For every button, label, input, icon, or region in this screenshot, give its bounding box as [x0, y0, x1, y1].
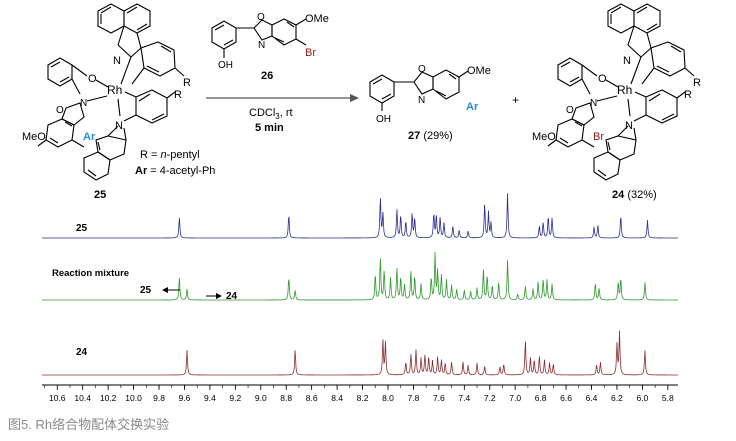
- marker-24: 24: [206, 291, 238, 302]
- c24-methoxy: MeO: [532, 131, 556, 143]
- complex-24-structure: N R O Rh N O MeO Br R N: [532, 3, 701, 181]
- axis-tick-label: 6.0: [636, 393, 648, 403]
- c24-n-top: N: [623, 55, 631, 67]
- axis-tick-label: 6.6: [560, 393, 572, 403]
- reagent-26-structure: O N OMe OH Br: [211, 12, 329, 71]
- marker-25-label: 25: [140, 285, 152, 296]
- axis-tick-label: 9.6: [179, 393, 191, 403]
- n-atom-top: N: [113, 55, 121, 67]
- r-definition: R = n-pentyl: [140, 149, 200, 161]
- reagent-br: Br: [305, 47, 316, 59]
- compound-label-25: 25: [94, 189, 106, 201]
- n-atom-benzoxazole: N: [80, 98, 87, 109]
- axis-tick-label: 9.8: [153, 393, 165, 403]
- aryl-label: Ar: [83, 131, 96, 143]
- trace-label-mixture: Reaction mixture: [52, 268, 129, 279]
- product-n: N: [418, 95, 425, 106]
- spectrum-trace-0: [42, 193, 678, 239]
- axis-tick-label: 8.8: [280, 393, 292, 403]
- axis-tick-label: 7.0: [509, 393, 521, 403]
- figure-caption: 图5. Rh络合物配体交换实验: [8, 417, 170, 432]
- c24-n-bottom: N: [625, 120, 633, 132]
- c24-n-benzoxazole: N: [590, 98, 597, 109]
- spectrum-trace-2: [42, 330, 678, 376]
- methoxy-label: MeO: [22, 131, 46, 143]
- spectrum-trace-1: [42, 252, 678, 301]
- c24-rh: Rh: [617, 83, 632, 97]
- axis-tick-label: 8.6: [306, 393, 318, 403]
- axis-tick-label: 7.8: [408, 393, 420, 403]
- c24-r-top: R: [693, 77, 701, 89]
- product-ome: OMe: [467, 65, 491, 77]
- axis-tick-label: 10.2: [100, 393, 117, 403]
- marker-24-label: 24: [226, 291, 238, 302]
- trace-label-25: 25: [76, 223, 88, 234]
- reagent-o: O: [257, 12, 265, 23]
- product-ar: Ar: [466, 101, 479, 113]
- compound-label-24: 24 (32%): [612, 189, 657, 201]
- marker-25: 25: [140, 285, 180, 296]
- axis-tick-label: 9.4: [204, 393, 216, 403]
- o-atom-benzoxazole: O: [56, 105, 64, 116]
- product-o: O: [418, 64, 426, 75]
- plus-sign: +: [512, 93, 519, 107]
- product-27-structure: O N OMe OH Ar: [369, 64, 491, 125]
- trace-label-24: 24: [76, 347, 88, 358]
- axis-tick-label: 7.2: [484, 393, 496, 403]
- axis-tick-label: 6.8: [535, 393, 547, 403]
- axis-tick-label: 5.8: [662, 393, 674, 403]
- axis-tick-label: 6.4: [586, 393, 598, 403]
- conditions-time: 5 min: [255, 122, 284, 134]
- conditions-solvent: CDCl3, rt: [249, 107, 293, 121]
- reagent-ome: OMe: [305, 13, 329, 25]
- c24-o-phenoxy: O: [598, 73, 607, 85]
- axis-tick-label: 8.0: [382, 393, 394, 403]
- axis-tick-label: 10.4: [74, 393, 91, 403]
- axis-tick-label: 7.4: [458, 393, 470, 403]
- compound-label-27: 27 (29%): [408, 130, 453, 142]
- nmr-spectra: [42, 193, 678, 376]
- c24-r-bottom: R: [684, 89, 692, 101]
- c24-bromo: Br: [593, 131, 604, 143]
- r-group-bottom: R: [174, 89, 182, 101]
- r-group-top: R: [183, 77, 191, 89]
- ar-definition: Ar = 4-acetyl-Ph: [135, 165, 215, 177]
- axis-tick-label: 9.0: [255, 393, 267, 403]
- reaction-arrow-head: [350, 94, 359, 102]
- axis-tick-label: 7.6: [433, 393, 445, 403]
- rh-atom: Rh: [107, 83, 122, 97]
- axis-tick-label: 8.2: [357, 393, 369, 403]
- reagent-n: N: [258, 40, 265, 51]
- ppm-axis: 10.6 10.4 10.2 10.0 9.8 9.6 9.4 9.2 9.0 8.8 8.6 8.4…: [42, 384, 678, 403]
- axis-tick-label: 10.6: [49, 393, 66, 403]
- axis-tick-label: 8.4: [331, 393, 343, 403]
- o-atom-phenoxy: O: [88, 73, 97, 85]
- axis-tick-label: 9.2: [229, 393, 241, 403]
- n-atom-bottom: N: [115, 120, 123, 132]
- axis-tick-label: 6.2: [611, 393, 623, 403]
- reagent-oh: OH: [218, 60, 233, 71]
- product-oh: OH: [376, 114, 391, 125]
- axis-tick-label: 10.0: [125, 393, 142, 403]
- compound-label-26: 26: [261, 70, 273, 82]
- complex-25-structure: N R O Rh N O MeO Ar: [22, 3, 191, 181]
- c24-o-benzoxazole: O: [566, 105, 574, 116]
